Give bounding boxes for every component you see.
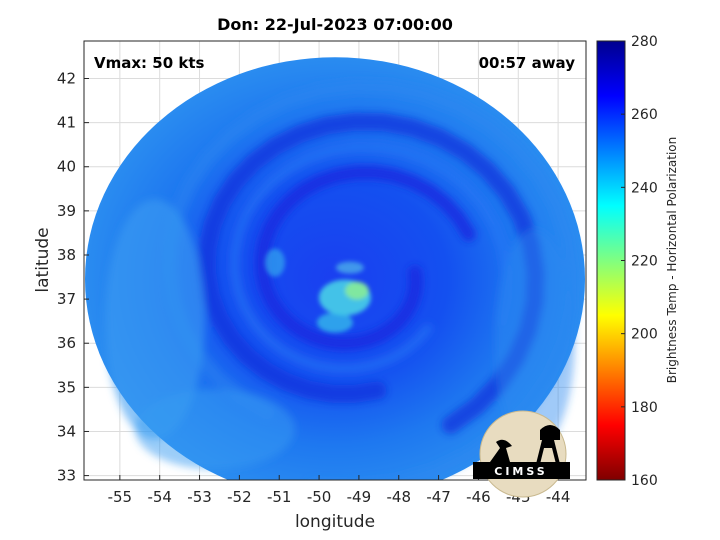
storm-core [264, 248, 371, 333]
warm-region [495, 229, 575, 450]
x-tick-label: -44 [546, 488, 571, 506]
y-tick-label: 38 [57, 246, 76, 264]
core-eye [344, 281, 369, 300]
y-tick-label: 40 [57, 158, 76, 176]
core-warm-area [264, 248, 285, 277]
x-tick-labels: -55-54-53-52-51-50-49-48-47-46-45-44 [108, 475, 571, 506]
x-tick-label: -46 [466, 488, 491, 506]
x-tick-label: -48 [386, 488, 411, 506]
y-tick-label: 42 [57, 70, 76, 88]
axes-frame [83, 40, 587, 481]
x-tick-label: -47 [426, 488, 451, 506]
x-tick-label: -52 [227, 488, 252, 506]
warm-region [105, 199, 205, 440]
y-tick-label: 41 [57, 114, 76, 132]
colorbar-tick-label: 160 [631, 473, 658, 489]
colorbar-tick-label: 200 [631, 327, 658, 343]
y-tick-label: 35 [57, 378, 76, 396]
rain-band [229, 142, 513, 374]
colorbar-label: Brightness Temp - Horizontal Polarizatio… [665, 137, 679, 384]
y-tick-label: 39 [57, 202, 76, 220]
colorbar-gradient [596, 40, 626, 481]
x-tick-label: -50 [307, 488, 332, 506]
colorbar-tick-label: 220 [631, 254, 658, 270]
x-tick-label: -49 [347, 488, 372, 506]
vmax-annotation: Vmax: 50 kts [94, 54, 204, 72]
colorbar-tick-label: 180 [631, 400, 658, 416]
y-tick-label: 34 [57, 422, 76, 440]
rain-band [255, 165, 476, 351]
colorbar-tick-label: 260 [631, 107, 658, 123]
cimss-logo: CIMSS [473, 410, 570, 498]
x-tick-label: -54 [147, 488, 172, 506]
core-warm-area [316, 312, 353, 333]
satellite-dish-icon [490, 439, 512, 462]
colorbar-tick-label: 280 [631, 34, 658, 50]
y-tick-label: 36 [57, 334, 76, 352]
warm-region [135, 389, 295, 470]
x-axis-label: longitude [295, 512, 375, 532]
y-tick-label: 37 [57, 290, 76, 308]
colorbar-tick-label: 240 [631, 180, 658, 196]
time-away-annotation: 00:57 away [479, 54, 576, 72]
colorbar-ticks: 160 180 200 220 240 260 280 [621, 34, 658, 489]
y-tick-label: 33 [57, 467, 76, 485]
y-axis-label: latitude [33, 227, 53, 292]
x-tick-label: -51 [267, 488, 292, 506]
x-tick-label: -53 [187, 488, 212, 506]
x-tick-label: -55 [108, 488, 133, 506]
y-tick-labels: 33 34 35 36 37 38 39 40 41 42 [57, 70, 89, 485]
logo-text: CIMSS [494, 465, 547, 478]
water-tower-icon [536, 425, 560, 464]
colorbar: 160 180 200 220 240 260 280 Brightness Temp - … [596, 34, 679, 489]
chart-title: Don: 22-Jul-2023 07:00:00 [217, 15, 453, 34]
core-warm-area [335, 261, 364, 274]
